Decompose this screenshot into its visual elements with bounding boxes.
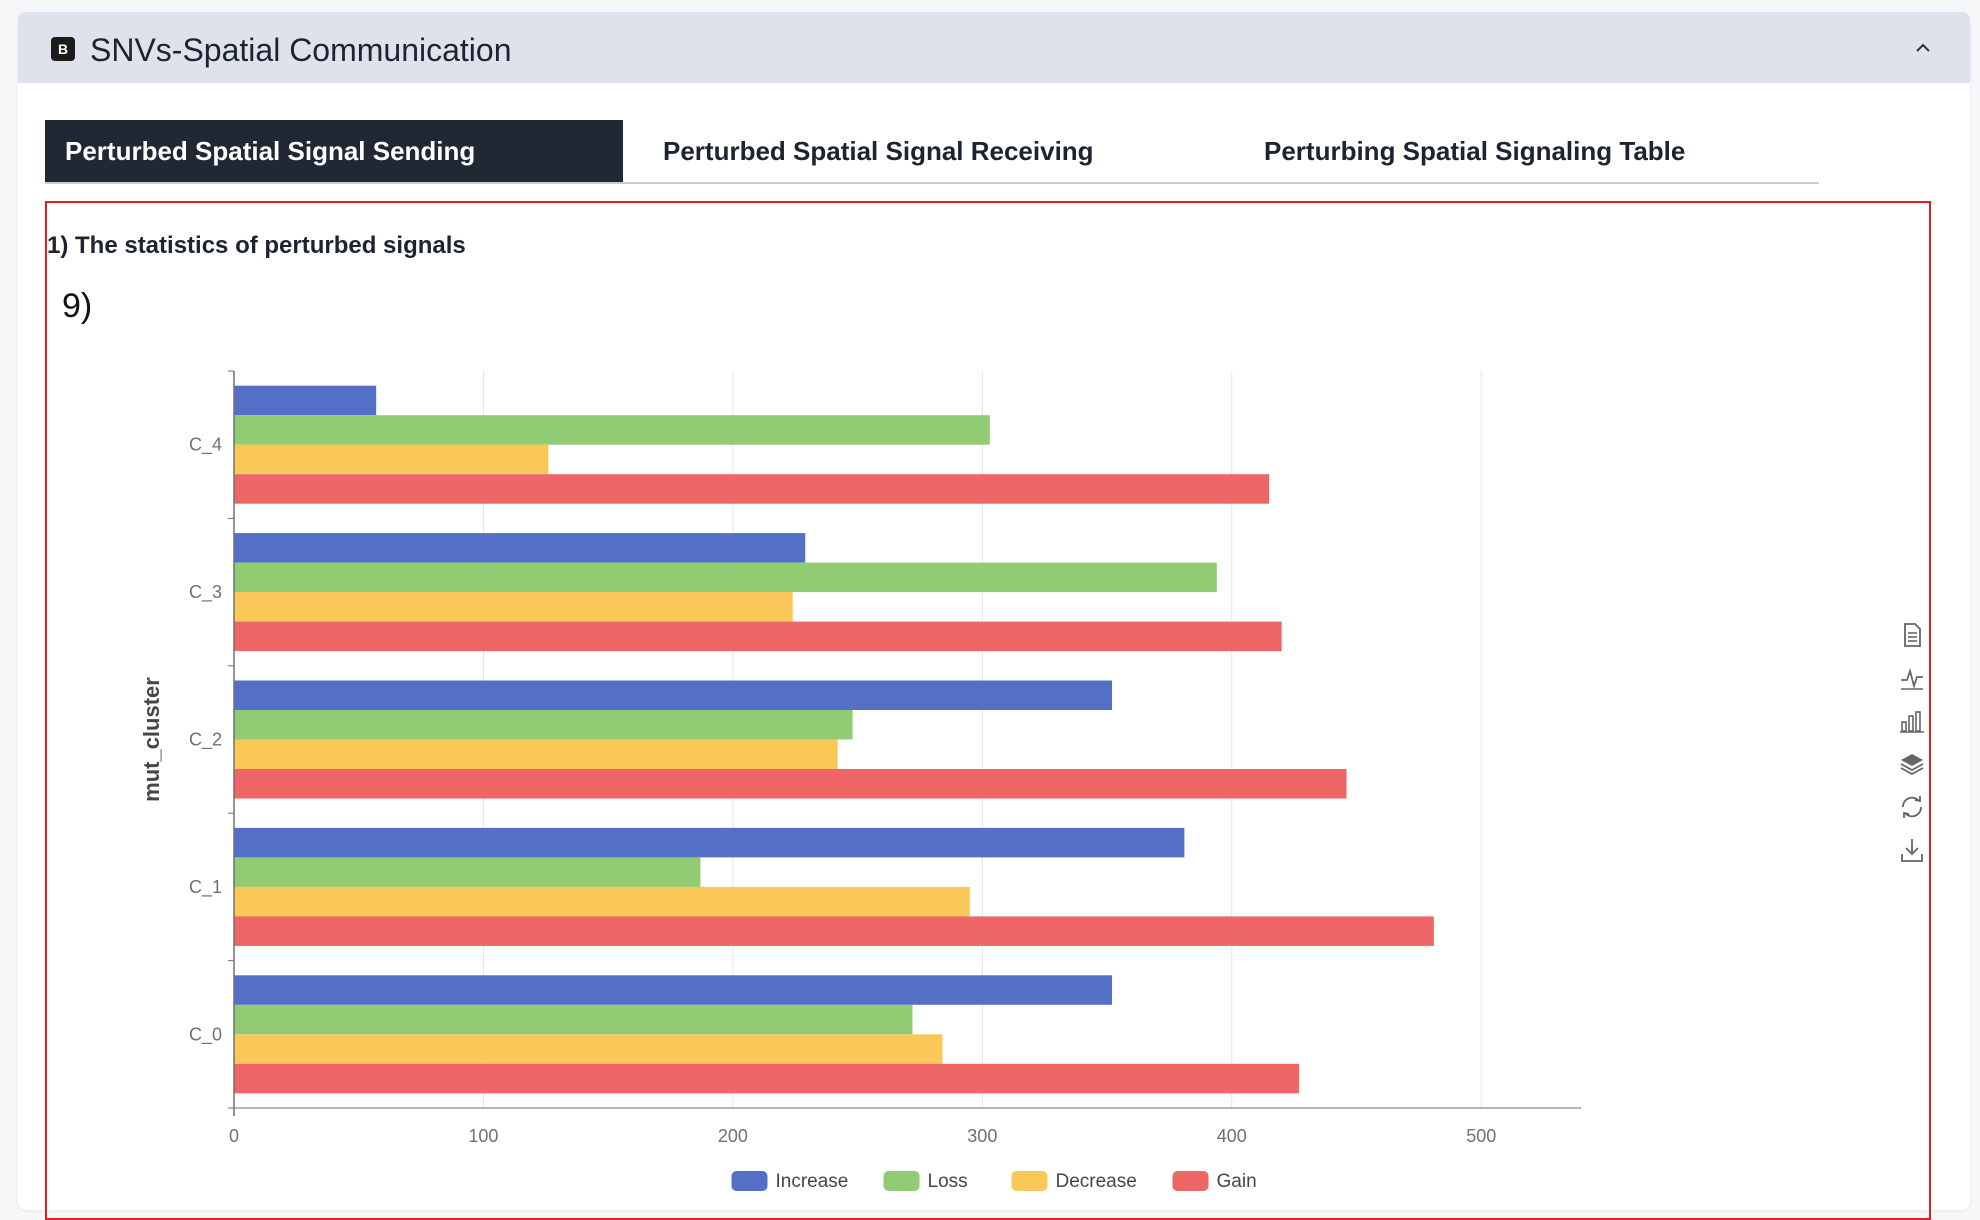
bar-loss-c_0 [234,1004,913,1035]
card-title: SNVs-Spatial Communication [90,32,512,68]
x-tick-label: 300 [967,1126,997,1146]
bar-gain-c_0 [234,1063,1300,1094]
legend-label-loss: Loss [928,1171,968,1192]
legend-swatch-loss [883,1171,920,1191]
y-axis-title: mut_cluster [139,677,164,802]
bar-chart-icon[interactable] [1898,707,1926,735]
bar-loss-c_3 [234,562,1217,593]
legend-label-gain: Gain [1217,1171,1257,1192]
tab-signal-sending[interactable]: Perturbed Spatial Signal Sending [45,120,623,182]
bar-increase-c_1 [234,827,1185,858]
download-icon[interactable] [1898,836,1926,864]
x-tick-label: 500 [1466,1126,1496,1146]
bar-gain-c_1 [234,916,1434,946]
x-tick-label: 200 [718,1126,748,1146]
chart-panel: 1) The statistics of perturbed signals 9… [45,201,1931,1220]
y-tick-label: C_2 [189,730,222,751]
bar-decrease-c_1 [234,886,970,917]
line-chart-icon[interactable] [1898,664,1926,692]
x-tick-label: 100 [468,1126,498,1146]
bar-loss-c_2 [234,710,853,740]
tab-bar: Perturbed Spatial Signal Sending Perturb… [45,120,1819,184]
restore-icon[interactable] [1898,793,1926,821]
bar-increase-c_0 [234,975,1113,1005]
bar-gain-c_2 [234,769,1347,799]
chevron-up-icon[interactable] [1912,38,1934,58]
chart-toolbox [1898,621,1934,879]
section-badge-icon: B [51,37,75,61]
x-tick-label: 400 [1217,1126,1247,1146]
legend-swatch-increase [731,1171,768,1191]
tab-signaling-table[interactable]: Perturbing Spatial Signaling Table [1264,136,1686,166]
bar-increase-c_4 [234,385,377,416]
panel-note: 9) [62,287,93,325]
x-tick-label: 0 [229,1126,239,1146]
y-tick-label: C_0 [189,1024,222,1045]
bar-increase-c_3 [234,533,806,563]
bar-increase-c_2 [234,680,1113,710]
bar-decrease-c_2 [234,739,838,769]
bar-gain-c_3 [234,621,1282,652]
bar-decrease-c_3 [234,592,793,622]
spatial-communication-card: B SNVs-Spatial Communication Perturbed S… [18,12,1970,1220]
legend-label-decrease: Decrease [1056,1171,1137,1192]
stack-icon[interactable] [1898,750,1926,778]
legend-swatch-gain [1172,1171,1209,1191]
tab-signal-receiving[interactable]: Perturbed Spatial Signal Receiving [663,136,1094,166]
legend-swatch-decrease [1011,1171,1048,1191]
y-tick-label: C_4 [189,435,222,456]
panel-heading: 1) The statistics of perturbed signals [47,232,466,259]
perturbed-signals-bar-chart: 0 100 200 300 400 500 C_0 C_1 C_2 C_3 C_4 mut_clust… [139,370,1581,1192]
y-tick-label: C_1 [189,877,222,898]
bar-decrease-c_4 [234,444,549,475]
data-view-icon[interactable] [1898,621,1926,649]
card-header[interactable]: B SNVs-Spatial Communication [18,12,1970,83]
bar-loss-c_4 [234,415,990,445]
y-tick-label: C_3 [189,582,222,603]
bar-gain-c_4 [234,474,1270,504]
bar-decrease-c_0 [234,1034,943,1064]
legend-label-increase: Increase [776,1171,849,1192]
bar-loss-c_1 [234,857,701,887]
